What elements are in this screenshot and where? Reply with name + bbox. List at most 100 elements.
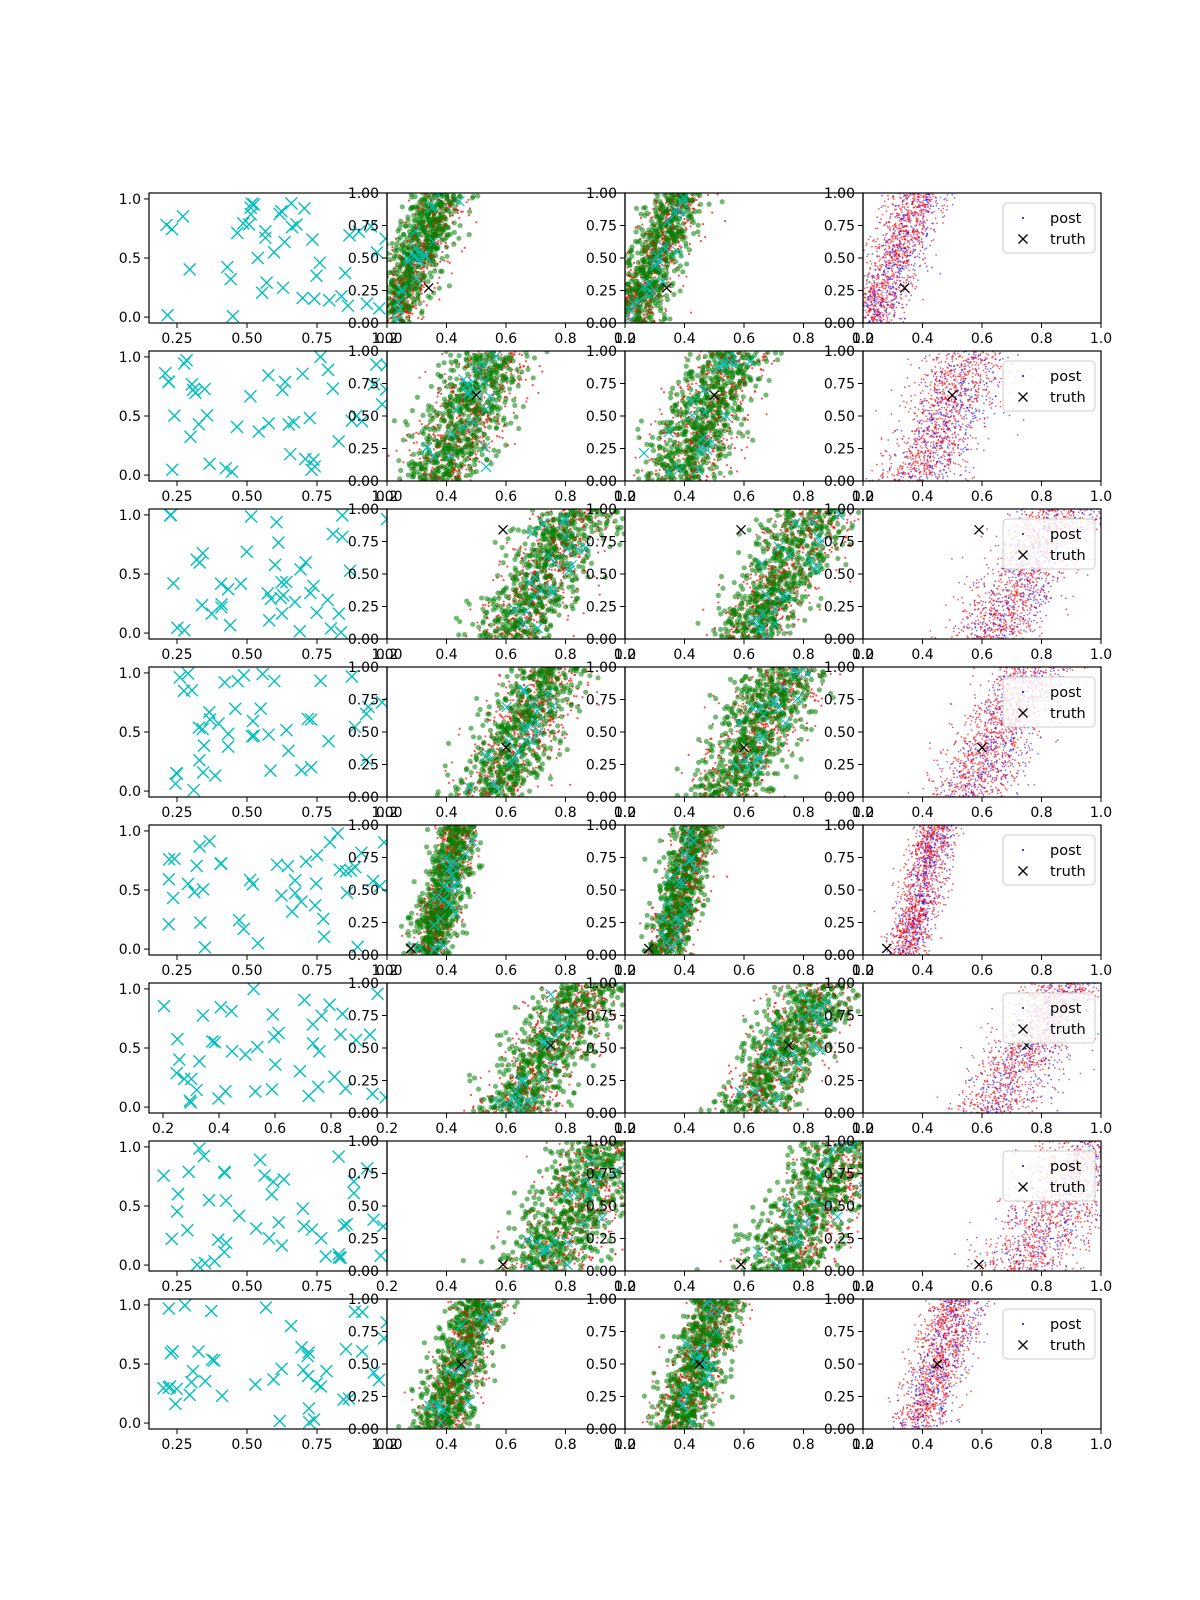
red-point	[863, 287, 866, 290]
red-point	[865, 242, 868, 245]
green-point	[672, 237, 678, 243]
post-point	[920, 222, 923, 225]
red-point	[905, 295, 907, 297]
green-point	[448, 359, 454, 365]
red-point	[913, 196, 916, 199]
red-point	[406, 312, 410, 315]
green-point	[661, 311, 667, 318]
green-point	[466, 231, 472, 238]
red-point	[915, 285, 918, 288]
red-point	[436, 262, 439, 265]
red-point	[393, 278, 396, 281]
green-point	[658, 214, 664, 221]
x-marker	[341, 299, 355, 313]
red-point	[882, 300, 885, 302]
red-point	[887, 264, 890, 267]
red-point	[455, 444, 458, 447]
red-point	[884, 284, 887, 287]
green-point	[400, 437, 406, 443]
green-point	[625, 252, 628, 258]
green-point	[447, 443, 454, 449]
red-point	[898, 239, 901, 242]
post-point	[922, 199, 925, 202]
y-tick-label: 0.50	[824, 251, 855, 267]
green-point	[646, 234, 652, 240]
red-point	[688, 242, 692, 245]
post-point	[897, 257, 900, 260]
x-marker	[297, 201, 311, 215]
red-point	[661, 299, 664, 302]
green-point	[509, 373, 515, 380]
red-point	[658, 205, 661, 208]
red-point	[895, 256, 898, 258]
red-point	[916, 198, 919, 201]
red-point	[865, 293, 868, 295]
post-point	[900, 261, 902, 263]
red-point	[450, 272, 453, 275]
red-point	[439, 436, 442, 439]
red-point	[901, 303, 904, 306]
red-point	[883, 271, 885, 274]
red-point	[432, 448, 435, 451]
green-point	[695, 229, 701, 235]
red-point	[423, 250, 426, 253]
red-point	[873, 284, 876, 287]
red-point	[905, 266, 908, 269]
red-point	[440, 220, 443, 223]
post-point	[879, 302, 882, 305]
legend-box	[1002, 202, 1096, 254]
green-point	[420, 225, 426, 231]
post-point	[879, 269, 881, 272]
cyan-x-marker	[458, 421, 469, 433]
red-point	[922, 216, 925, 218]
red-point	[669, 208, 672, 212]
green-point	[639, 242, 645, 248]
green-point	[650, 223, 656, 229]
red-point	[892, 272, 895, 275]
post-point	[882, 264, 884, 266]
post-point	[889, 253, 892, 256]
green-point	[496, 448, 502, 454]
red-point	[908, 269, 910, 272]
post-point	[889, 285, 892, 288]
green-point	[451, 220, 457, 226]
green-point	[667, 316, 673, 322]
green-point	[452, 425, 458, 431]
red-point	[916, 236, 919, 239]
x-marker	[355, 414, 369, 428]
green-point	[439, 237, 445, 243]
green-point	[433, 253, 439, 259]
red-point	[899, 236, 901, 239]
red-point	[898, 249, 900, 252]
post-point	[877, 273, 879, 276]
post-point	[901, 265, 904, 268]
green-point	[391, 253, 397, 259]
red-point	[918, 253, 921, 255]
cyan-x-marker	[461, 388, 473, 399]
red-point	[502, 359, 505, 362]
green-point	[420, 412, 426, 418]
red-point	[508, 392, 511, 395]
x-marker	[180, 353, 194, 367]
red-point	[665, 278, 668, 281]
red-point	[902, 226, 905, 229]
post-point	[907, 195, 910, 198]
red-point	[914, 205, 917, 208]
green-point	[428, 383, 434, 389]
red-point	[427, 195, 431, 198]
green-point	[471, 457, 477, 463]
green-point	[439, 255, 445, 262]
post-point	[941, 205, 944, 207]
red-point	[447, 399, 450, 402]
red-point	[905, 281, 908, 284]
green-point	[675, 248, 681, 254]
x-marker	[158, 366, 172, 380]
red-point	[427, 423, 430, 426]
red-point	[396, 278, 399, 281]
red-point	[912, 277, 915, 280]
green-point	[682, 234, 688, 240]
green-point	[473, 355, 480, 361]
red-point	[907, 260, 910, 262]
post-point	[901, 276, 904, 279]
green-point	[444, 193, 450, 198]
